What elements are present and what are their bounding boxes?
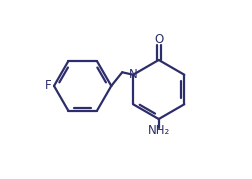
- Text: N: N: [128, 68, 137, 81]
- Text: NH₂: NH₂: [147, 124, 169, 137]
- Text: O: O: [153, 33, 163, 46]
- Text: F: F: [45, 79, 52, 92]
